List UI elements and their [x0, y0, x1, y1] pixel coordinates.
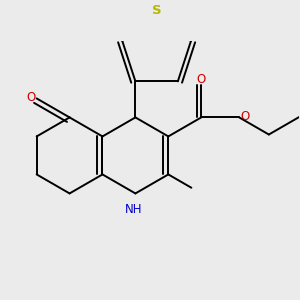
Text: S: S	[152, 4, 161, 17]
Text: O: O	[27, 91, 36, 103]
Text: O: O	[240, 110, 249, 123]
Text: NH: NH	[125, 203, 143, 216]
Text: O: O	[196, 73, 206, 86]
